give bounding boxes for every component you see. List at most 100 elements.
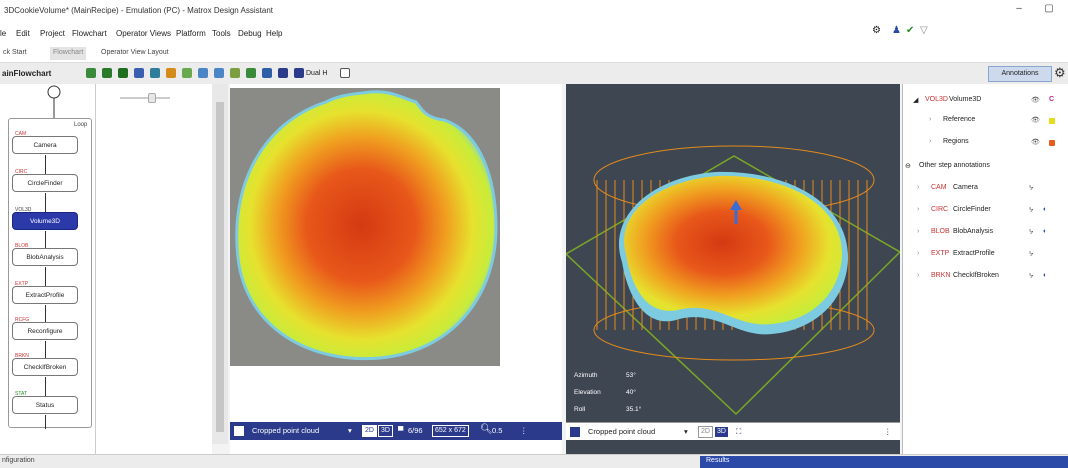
collapse-circle-icon[interactable]: ⊖ [905,163,911,170]
tab-quick-start[interactable]: ck Start [3,49,27,56]
minimize-button[interactable]: – [1016,3,1022,14]
link-icon[interactable] [246,68,256,78]
color-icon[interactable]: C [1049,96,1055,103]
pin-icon[interactable]: ᔭ [1029,251,1034,258]
expand-icon[interactable]: › [929,116,932,123]
insert-icon[interactable] [150,68,160,78]
menu-tools[interactable]: Tools [212,29,231,38]
flow-node-volume3d[interactable]: VOL3D Volume3D [12,207,78,230]
menu-operator-views[interactable]: Operator Views [116,29,171,38]
pin-icon[interactable]: ᔭ [1029,229,1034,236]
menu-project[interactable]: Project [40,29,65,38]
tab-flowchart[interactable]: Flowchart [50,47,87,60]
color-swatch[interactable] [1049,140,1055,146]
eye-icon[interactable]: 👁︎ [1031,97,1040,104]
window-icon[interactable] [340,68,350,78]
flow-node-extractprofile[interactable]: EXTP ExtractProfile [12,281,78,304]
mode-3d-button[interactable]: 3D [714,426,729,438]
configuration-tab[interactable]: nfiguration [2,457,35,464]
expand-icon[interactable]: › [917,272,920,279]
zoom-icon[interactable]: 🔍︎ [480,424,493,435]
menu-debug[interactable]: Debug [238,29,262,38]
zoom-value[interactable]: 0.5 [492,426,503,435]
align-icon[interactable] [198,68,208,78]
add-step-icon[interactable] [134,68,144,78]
step-annotation-row[interactable]: › CAM Camera ᔭ [903,182,1068,196]
pause-icon[interactable] [182,68,192,78]
step-annotation-row[interactable]: › BRKN CheckIfBroken ᔭ ◐ [903,270,1068,284]
dropdown-caret-icon[interactable]: ▾ [348,426,352,435]
layout-icon[interactable] [230,68,240,78]
pin-icon[interactable]: ᔭ [1029,207,1034,214]
scrollbar-thumb[interactable] [216,102,224,432]
point-cloud-2d-image[interactable] [230,88,500,366]
flowchart-scrollbar[interactable] [212,84,228,444]
branch-icon[interactable] [166,68,176,78]
restore-button[interactable]: ▢ [1044,3,1054,14]
view-icon[interactable] [234,426,244,436]
eye-icon[interactable]: 👁︎ [1031,117,1040,124]
pin-icon[interactable]: ᔭ [1029,185,1034,192]
menu-help[interactable]: Help [266,29,283,38]
step-annotation-row[interactable]: › EXTP ExtractProfile ᔭ [903,248,1068,262]
filter-icon[interactable]: ▽ [920,25,928,36]
expand-icon[interactable]: › [917,250,920,257]
results-tab[interactable]: Results [700,456,1068,468]
settings-gear-icon[interactable]: ⚙ [1054,65,1066,80]
dual-view-icon[interactable] [294,68,304,78]
eye-icon[interactable]: 👁︎ [1031,139,1040,146]
zoom-slider-track[interactable] [120,97,170,99]
more-options-icon[interactable]: ⋮ [520,426,528,435]
annotation-child-row[interactable]: › Regions 👁︎ [903,136,1068,150]
chart-icon[interactable] [262,68,272,78]
view-icon[interactable] [570,427,580,437]
flow-node-blobanalysis[interactable]: BLOB BlobAnalysis [12,243,78,266]
annotation-root-row[interactable]: ◢ VOL3D Volume3D 👁︎ C [903,94,1068,108]
step-icon[interactable] [86,68,96,78]
flow-node-camera[interactable]: CAM Camera [12,131,78,154]
flow-node-checkifbroken[interactable]: BRKN CheckIfBroken [12,353,78,376]
tab-operator-view-layout[interactable]: Operator View Layout [101,49,169,56]
flowchart-name[interactable]: ainFlowchart [2,69,52,78]
menu-platform[interactable]: Platform [176,29,206,38]
image-icon[interactable] [278,68,288,78]
run-icon[interactable] [102,68,112,78]
zoom-slider-thumb[interactable] [148,93,156,103]
mode-2d-button[interactable]: 2D [698,426,713,438]
connection-icon[interactable]: ✔ [906,25,915,36]
expand-icon[interactable]: › [917,184,920,191]
expand-icon[interactable]: › [929,138,932,145]
view-3d[interactable]: Azimuth 53° Elevation 40° Roll 35.1° Cro… [566,84,900,454]
step-icon[interactable]: ◐ [1043,206,1048,213]
annotation-child-row[interactable]: › Reference 👁︎ [903,114,1068,128]
other-annotations-header[interactable]: ⊖ Other step annotations [903,160,1068,174]
annotations-button[interactable]: Annotations [988,66,1052,82]
dual-view-label[interactable]: Dual H [306,70,328,77]
menu-file[interactable]: le [0,29,7,38]
more-options-icon[interactable]: ⋮ [884,427,892,436]
expand-icon[interactable]: › [917,228,920,235]
pin-icon[interactable]: ᔭ [1029,273,1034,280]
step-icon[interactable]: ◐ [1043,272,1048,279]
color-swatch[interactable] [1049,118,1055,124]
flow-node-status[interactable]: STAT Status [12,391,78,414]
mode-3d-button[interactable]: 3D [378,425,393,437]
person-icon[interactable]: ♟ [892,25,901,36]
menu-flowchart[interactable]: Flowchart [72,29,107,38]
point-cloud-dropdown[interactable]: Cropped point cloud [252,426,320,435]
step-icon[interactable]: ◐ [1043,228,1048,235]
menu-edit[interactable]: Edit [16,29,30,38]
mode-2d-button[interactable]: 2D [362,425,377,437]
gear-icon[interactable]: ⚙ [872,25,881,36]
expand-icon[interactable]: › [917,206,920,213]
flow-node-reconfigure[interactable]: RCFG Reconfigure [12,317,78,340]
flow-node-circlefinder[interactable]: CIRC CircleFinder [12,169,78,192]
fit-view-icon[interactable]: ⛶ [736,427,742,436]
step-annotation-row[interactable]: › BLOB BlobAnalysis ᔭ ◐ [903,226,1068,240]
play-icon[interactable] [118,68,128,78]
point-cloud-dropdown[interactable]: Cropped point cloud [588,427,656,436]
collapse-icon[interactable]: ◢ [913,97,919,104]
dropdown-caret-icon[interactable]: ▾ [684,427,688,436]
view-2d[interactable]: Cropped point cloud ▾ 2D 3D ▀ 6/96 652 x… [230,84,562,454]
step-annotation-row[interactable]: › CIRC CircleFinder ᔭ ◐ [903,204,1068,218]
